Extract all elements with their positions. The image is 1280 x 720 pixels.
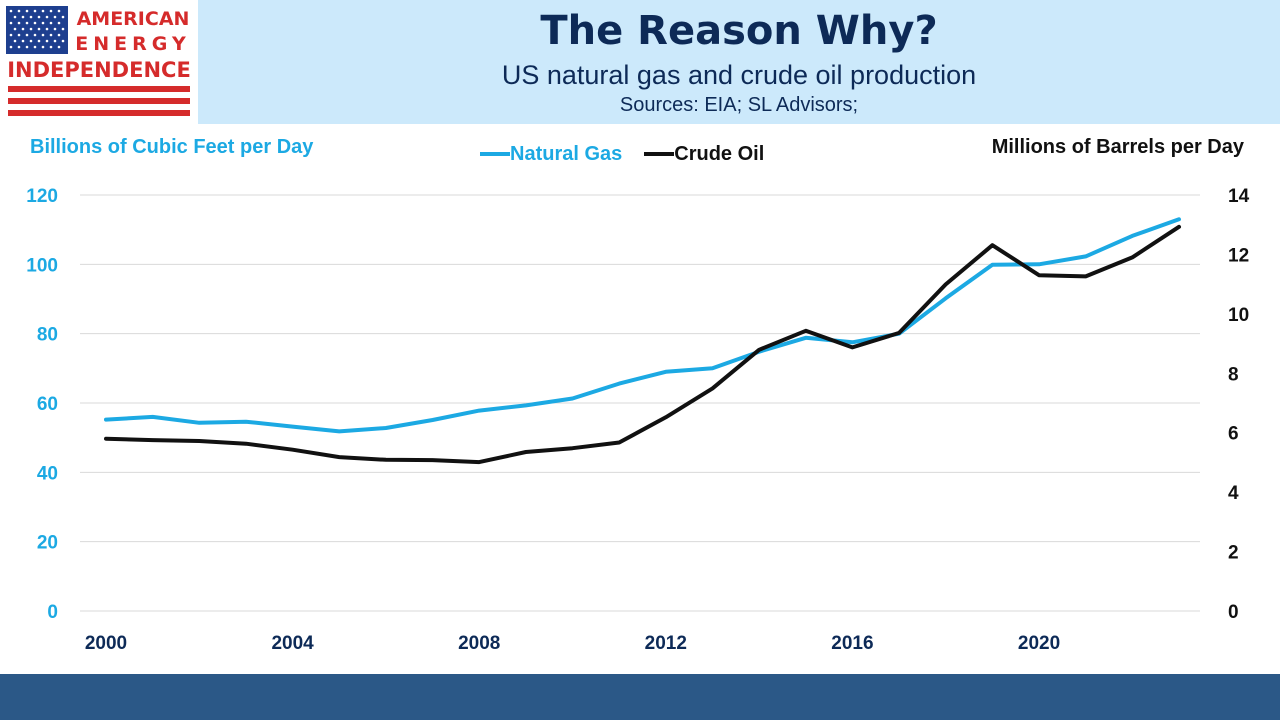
y-right-tick-label: 0	[1228, 602, 1239, 623]
legend-label-natural-gas: Natural Gas	[510, 142, 623, 165]
x-tick-label: 2012	[645, 633, 687, 654]
x-tick-label: 2016	[831, 633, 873, 654]
us-flag-icon	[6, 6, 68, 54]
y-right-tick-label: 6	[1228, 424, 1239, 445]
chart-legend: Natural Gas Crude Oil	[480, 142, 786, 166]
production-line-chart: 0 20 40 60 80 100 120 0 2 4 6 8 10 12 14 2000 2004 2008 20…	[26, 186, 1250, 654]
logo-stripes	[8, 86, 190, 116]
logo-text-independence: INDEPENDENCE	[7, 58, 191, 82]
y-right-tick-label: 10	[1228, 305, 1249, 326]
header-banner: The Reason Why? US natural gas and crude…	[198, 0, 1280, 124]
y-right-tick-label: 14	[1228, 186, 1250, 207]
series-line-natural-gas	[104, 217, 1181, 434]
y-right-tick-label: 12	[1228, 245, 1249, 266]
right-axis-title: Millions of Barrels per Day	[991, 136, 1244, 158]
x-tick-label: 2020	[1018, 633, 1060, 654]
y-left-tick-label: 120	[26, 186, 58, 207]
x-tick-label: 2000	[85, 633, 127, 654]
legend-item-crude-oil: Crude Oil	[644, 143, 764, 166]
y-left-tick-label: 0	[47, 602, 58, 623]
y-left-tick-label: 100	[26, 255, 58, 276]
legend-label-crude-oil: Crude Oil	[674, 142, 765, 165]
page-subtitle: US natural gas and crude oil production	[501, 60, 977, 90]
legend-swatch-crude-oil	[644, 152, 675, 156]
y-left-tick-label: 20	[37, 533, 58, 554]
legend-swatch-natural-gas	[480, 152, 510, 156]
sources-note: Sources: EIA; SL Advisors;	[619, 94, 859, 116]
logo-text-american: AMERICAN	[76, 8, 190, 30]
american-energy-independence-logo: AMERICAN ENERGY INDEPENDENCE	[0, 0, 198, 124]
y-left-tick-label: 40	[37, 463, 58, 484]
x-tick-label: 2004	[271, 633, 314, 654]
y-left-tick-label: 80	[37, 325, 58, 346]
y-left-tick-label: 60	[37, 394, 58, 415]
logo-text-energy: ENERGY	[75, 33, 191, 55]
y-right-tick-label: 2	[1228, 543, 1239, 564]
legend-item-natural-gas: Natural Gas	[480, 143, 622, 166]
footer-bar	[0, 674, 1280, 720]
series-line-crude-oil	[104, 224, 1181, 465]
x-tick-label: 2008	[458, 633, 500, 654]
left-axis-title: Billions of Cubic Feet per Day	[30, 136, 314, 158]
y-right-tick-label: 4	[1228, 483, 1239, 504]
y-right-tick-label: 8	[1228, 364, 1239, 385]
page-title: The Reason Why?	[540, 8, 938, 54]
